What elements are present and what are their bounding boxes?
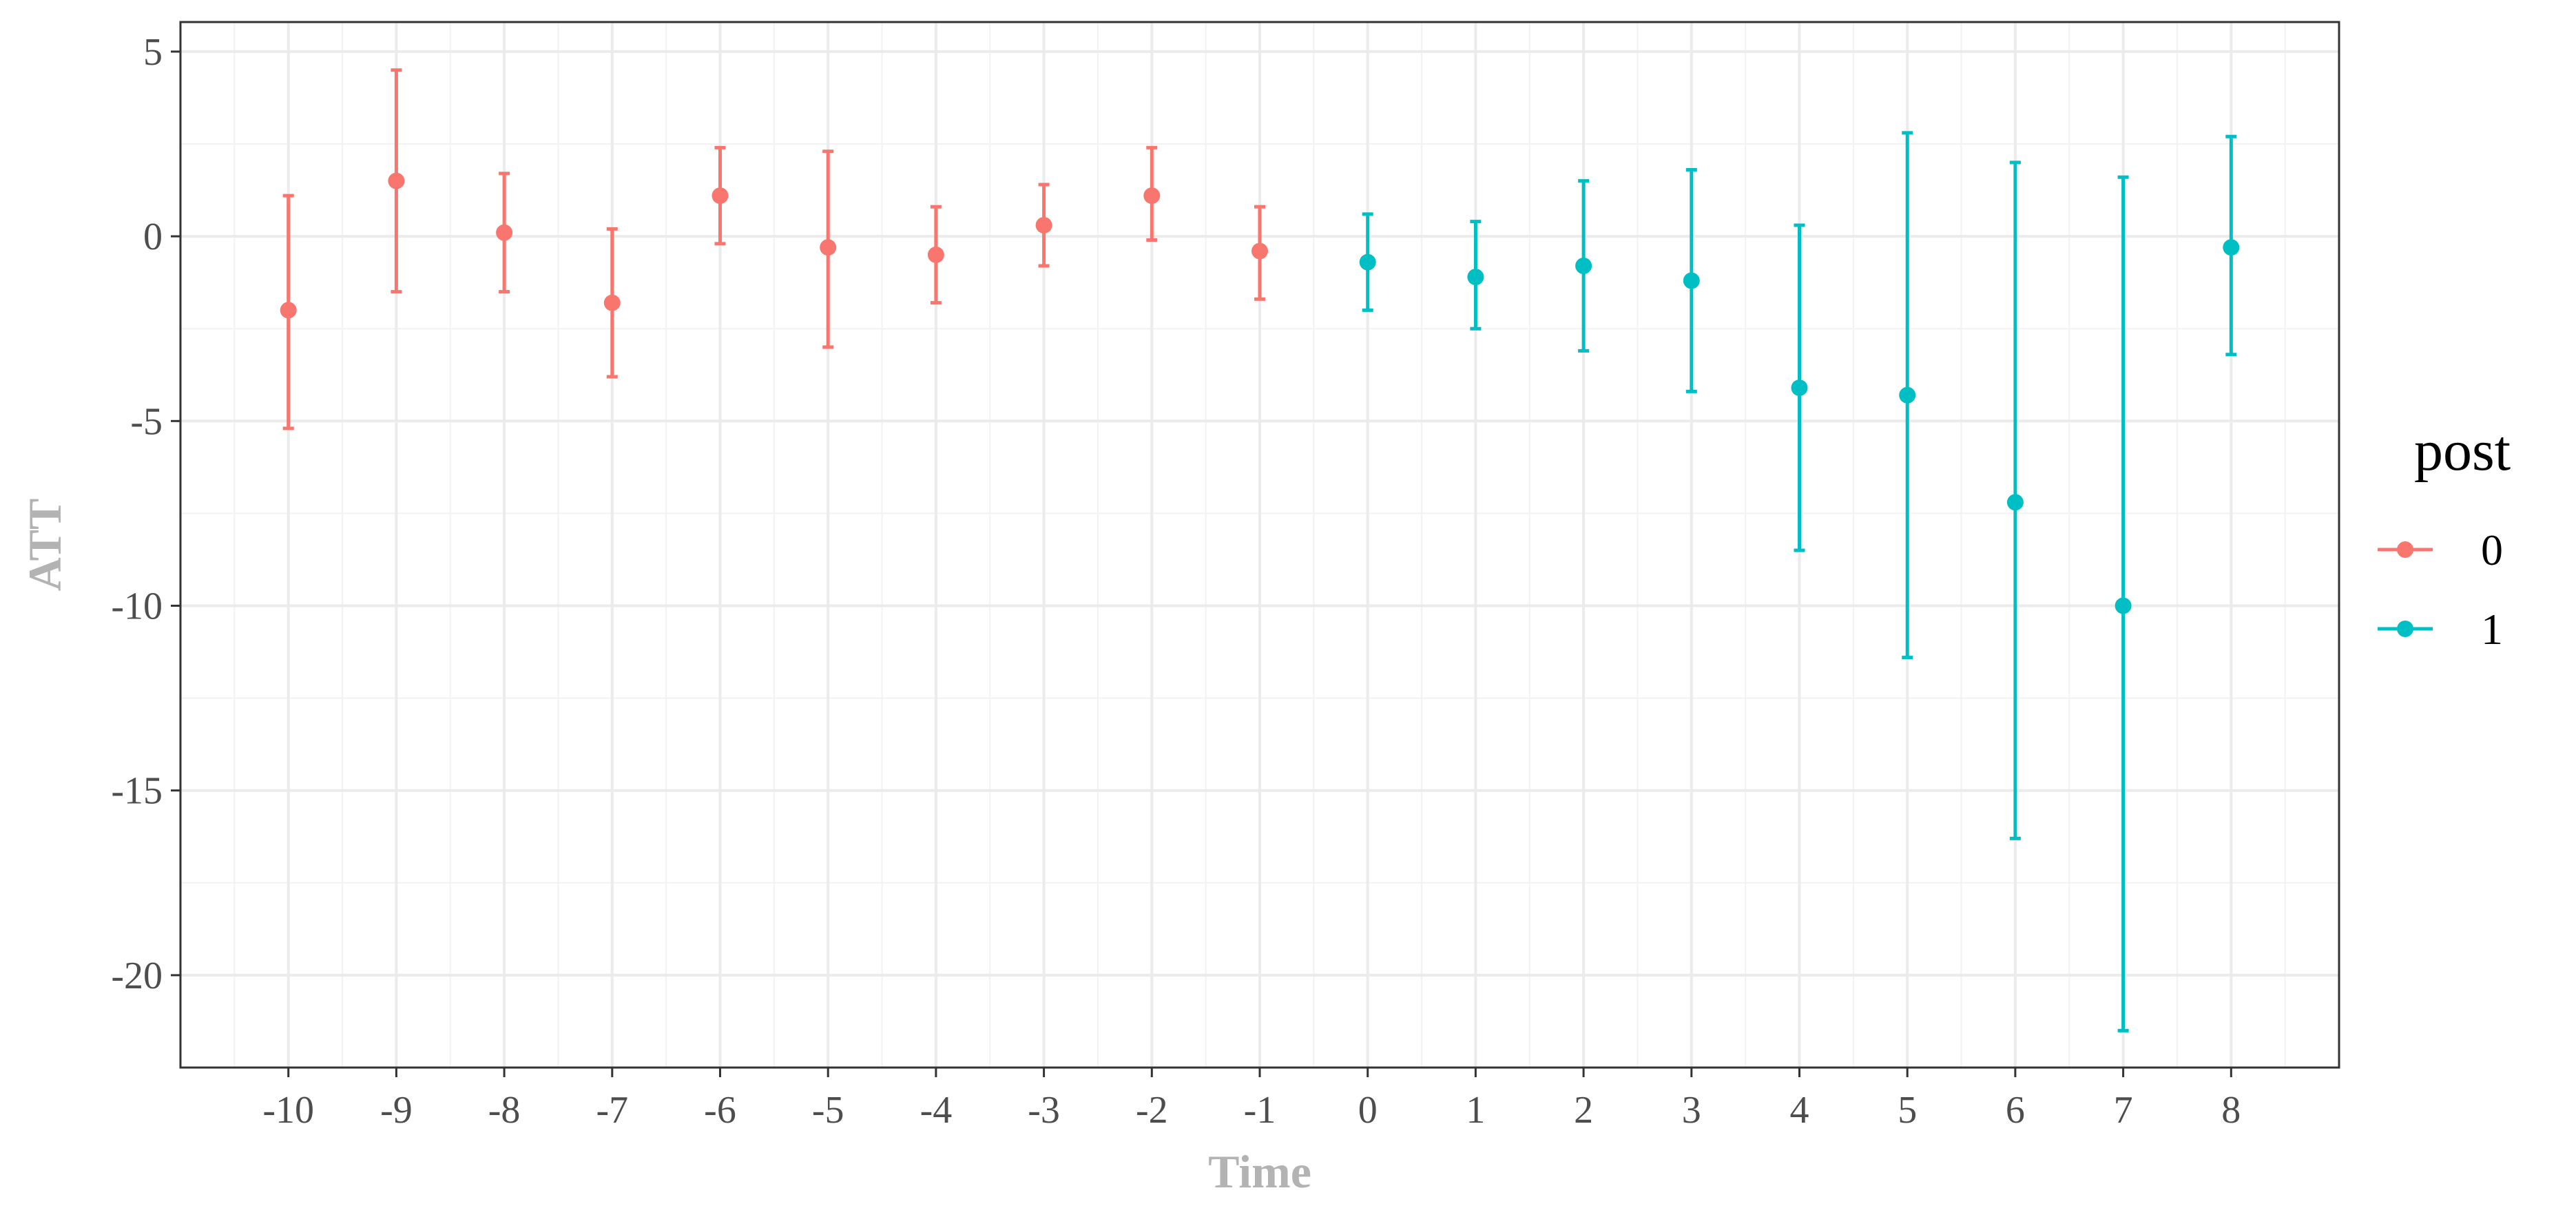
x-tick-label: -2 [1136,1089,1168,1132]
y-tick-label: -5 [130,400,163,443]
data-point [2006,494,2024,511]
series-1 [1359,131,2240,1032]
x-tick-label: 5 [1898,1089,1917,1132]
x-tick-label: -3 [1028,1089,1060,1132]
data-point [496,224,513,241]
legend-label: 1 [2481,605,2503,654]
x-tick-label: -5 [812,1089,844,1132]
data-point [1791,379,1808,397]
data-point [1683,272,1700,289]
y-axis-title: ATT [19,499,71,592]
y-tick-label: -20 [111,955,163,997]
x-tick-label: 8 [2221,1089,2241,1132]
data-point [1035,217,1052,234]
x-tick-label: 3 [1682,1089,1701,1132]
grid-major [180,22,2339,1068]
x-tick-label: 1 [1466,1089,1485,1132]
legend-label: 0 [2481,526,2503,574]
x-tick-label: 7 [2114,1089,2133,1132]
legend-key-point [2397,621,2413,637]
x-tick-label: 0 [1358,1089,1378,1132]
x-tick-label: -1 [1244,1089,1276,1132]
x-tick-label: -6 [704,1089,736,1132]
data-point [1899,386,1916,404]
x-axis-title: Time [1208,1145,1311,1198]
x-tick-label: -4 [920,1089,953,1132]
data-point [1467,269,1484,286]
legend-title: post [2414,419,2511,483]
data-point [2115,597,2132,614]
data-point [388,172,405,189]
x-tick-label: -10 [262,1089,314,1132]
x-tick-label: 6 [2006,1089,2025,1132]
x-axis: -10 -9 -8 -7 -6 -5 -4 -3 -2 -1 0 1 2 3 4 5 6 7 8 [262,1068,2241,1132]
series-0 [280,68,1268,430]
legend: post 0 1 [2378,419,2511,654]
x-tick-label: -7 [596,1089,628,1132]
data-point [1143,187,1161,205]
data-point [280,302,297,319]
data-point [711,187,729,205]
y-tick-label: 0 [143,216,163,258]
data-point [820,239,837,256]
data-point [1251,242,1268,260]
y-tick-label: 5 [143,31,163,74]
data-point [1359,253,1376,271]
x-tick-label: -8 [488,1089,521,1132]
legend-item-0: 0 [2378,526,2503,574]
x-tick-label: -9 [380,1089,413,1132]
data-point [2223,239,2240,256]
x-tick-label: 4 [1790,1089,1809,1132]
y-tick-label: -15 [111,770,163,813]
y-tick-label: -10 [111,585,163,628]
x-tick-label: 2 [1574,1089,1593,1132]
data-point [1575,258,1592,275]
series-layer [280,68,2240,1032]
data-point [603,294,621,311]
data-point [927,246,944,263]
legend-item-1: 1 [2378,605,2503,654]
legend-key-point [2397,541,2413,558]
y-axis: 5 0 -5 -10 -15 -20 [111,31,180,997]
